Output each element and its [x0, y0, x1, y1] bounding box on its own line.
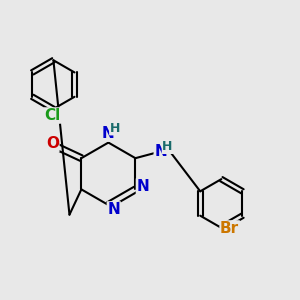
Text: Br: Br: [220, 221, 239, 236]
Text: N: N: [102, 126, 115, 141]
Text: H: H: [162, 140, 173, 153]
Text: O: O: [46, 136, 59, 152]
Text: N: N: [154, 144, 167, 159]
Text: N: N: [107, 202, 120, 217]
Text: Cl: Cl: [44, 108, 60, 123]
Text: N: N: [136, 179, 149, 194]
Text: H: H: [110, 122, 120, 135]
